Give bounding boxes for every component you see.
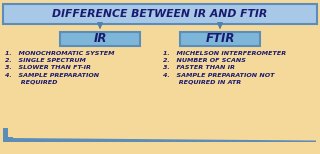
Text: DIFFERENCE BETWEEN IR AND FTIR: DIFFERENCE BETWEEN IR AND FTIR	[52, 9, 268, 19]
FancyBboxPatch shape	[180, 32, 260, 46]
FancyBboxPatch shape	[60, 32, 140, 46]
Text: IR: IR	[93, 32, 107, 45]
Bar	[3, 128, 8, 142]
Text: 1.   MONOCHROMATIC SYSTEM
2.   SINGLE SPECTRUM
3.   SLOWER THAN FT-IR
4.   SAMPL: 1. MONOCHROMATIC SYSTEM 2. SINGLE SPECTR…	[5, 51, 115, 85]
Polygon shape	[8, 138, 316, 142]
FancyBboxPatch shape	[3, 4, 317, 24]
Text: FTIR: FTIR	[205, 32, 235, 45]
Bar	[3, 137, 13, 142]
Text: 1.   MICHELSON INTERFEROMETER
2.   NUMBER OF SCANS
3.   FASTER THAN IR
4.   SAMP: 1. MICHELSON INTERFEROMETER 2. NUMBER OF…	[163, 51, 286, 85]
